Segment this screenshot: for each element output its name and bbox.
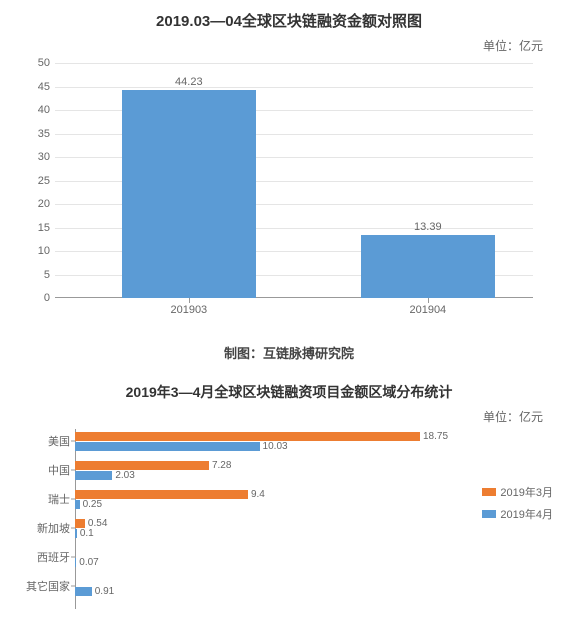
chart1-bar-label: 13.39 xyxy=(361,221,495,233)
chart1-ytick: 15 xyxy=(25,222,50,234)
chart1-ytick: 0 xyxy=(25,292,50,304)
chart2-unit: 单位：亿元 xyxy=(15,408,563,425)
chart1-xtick: 201904 xyxy=(409,304,446,316)
chart1-ytick: 5 xyxy=(25,269,50,281)
chart1-xtick: 201903 xyxy=(170,304,207,316)
chart2-legend: 2019年3月 2019年4月 xyxy=(482,484,553,528)
chart1-ytick: 45 xyxy=(25,81,50,93)
chart1-ytick: 50 xyxy=(25,57,50,69)
chart1: 0 5 10 15 20 25 30 35 40 45 50 44.23 201903 13.39 2019… xyxy=(15,58,563,328)
chart2-bar: 7.28 xyxy=(75,461,209,470)
chart2-category-label: 新加坡 xyxy=(20,520,75,536)
legend-item: 2019年4月 xyxy=(482,506,553,522)
chart1-ytick: 40 xyxy=(25,104,50,116)
chart2-category-label: 中国 xyxy=(20,462,75,478)
chart1-bar: 44.23 xyxy=(122,90,256,298)
chart2-bar: 0.25 xyxy=(75,500,80,509)
chart1-ytick: 25 xyxy=(25,175,50,187)
chart2-bar: 0.54 xyxy=(75,519,85,528)
chart1-plot-area: 0510152025303540455044.2320190313.392019… xyxy=(55,63,533,298)
chart2-category-label: 西班牙 xyxy=(20,549,75,565)
chart1-ytick: 10 xyxy=(25,245,50,257)
caption: 制图：互链脉搏研究院 xyxy=(15,343,563,362)
chart2-bar-label: 7.28 xyxy=(209,460,231,471)
legend-label: 2019年3月 xyxy=(500,484,553,500)
chart2-bar-label: 9.4 xyxy=(248,489,265,500)
chart2-bar: 10.03 xyxy=(75,442,260,451)
chart1-title: 2019.03—04全球区块链融资金额对照图 xyxy=(15,10,563,31)
chart1-bar: 13.39 xyxy=(361,235,495,298)
chart2-plot-area: 美国18.7510.03中国7.282.03瑞士9.40.25新加坡0.540.… xyxy=(75,429,443,609)
chart2-bar-label: 0.07 xyxy=(76,557,98,568)
chart1-ytick: 20 xyxy=(25,198,50,210)
chart2-bar-label: 10.03 xyxy=(260,441,288,452)
chart2-bar-label: 0.25 xyxy=(80,499,102,510)
chart2: 美国18.7510.03中国7.282.03瑞士9.40.25新加坡0.540.… xyxy=(15,429,563,619)
chart2-bar: 0.07 xyxy=(75,558,76,567)
chart2-bar: 2.03 xyxy=(75,471,112,480)
chart2-bar: 0.91 xyxy=(75,587,92,596)
chart1-ytick: 35 xyxy=(25,128,50,140)
legend-label: 2019年4月 xyxy=(500,506,553,522)
chart1-unit: 单位：亿元 xyxy=(15,37,563,54)
chart2-category-label: 瑞士 xyxy=(20,491,75,507)
legend-swatch xyxy=(482,488,496,496)
chart2-category-label: 美国 xyxy=(20,433,75,449)
chart2-bar: 0.1 xyxy=(75,529,77,538)
legend-swatch xyxy=(482,510,496,518)
chart2-bar: 18.75 xyxy=(75,432,420,441)
chart1-bar-label: 44.23 xyxy=(122,76,256,88)
chart1-tickmark xyxy=(189,298,190,303)
chart2-bar-label: 0.91 xyxy=(92,586,114,597)
chart2-title: 2019年3—4月全球区块链融资项目金额区域分布统计 xyxy=(15,382,563,402)
chart2-bar-label: 0.1 xyxy=(77,528,94,539)
chart2-bar-label: 18.75 xyxy=(420,431,448,442)
legend-item: 2019年3月 xyxy=(482,484,553,500)
chart2-category-label: 其它国家 xyxy=(20,578,75,594)
page-container: 2019.03—04全球区块链融资金额对照图 单位：亿元 0 5 10 15 20 25 3… xyxy=(0,0,578,629)
chart1-tickmark xyxy=(428,298,429,303)
chart1-bar-group: 44.23 xyxy=(122,63,256,298)
chart1-ytick: 30 xyxy=(25,151,50,163)
chart2-bar: 9.4 xyxy=(75,490,248,499)
chart2-bar-label: 2.03 xyxy=(112,470,134,481)
chart1-bar-group: 13.39 xyxy=(361,63,495,298)
